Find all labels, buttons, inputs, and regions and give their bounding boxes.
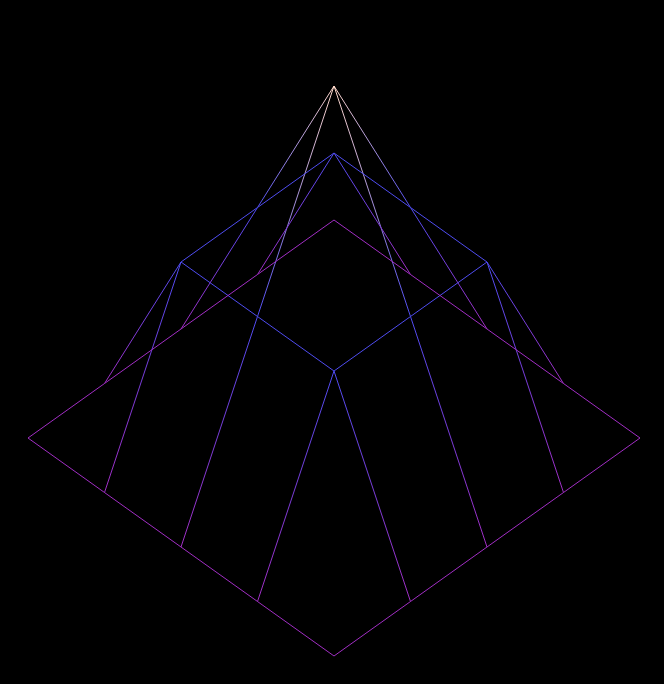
surface-edge bbox=[411, 208, 488, 330]
surface-edge bbox=[334, 220, 411, 275]
surface-edge bbox=[258, 86, 335, 208]
surface-edge bbox=[487, 329, 564, 384]
surface-edge bbox=[105, 262, 182, 493]
surface-edge bbox=[487, 262, 564, 493]
surface-edge bbox=[487, 493, 564, 548]
surface-edge bbox=[28, 384, 105, 439]
surface-edge bbox=[334, 153, 411, 208]
surface-edge bbox=[181, 262, 258, 317]
surface-edge bbox=[258, 220, 335, 275]
surface-edge bbox=[105, 493, 182, 548]
surface-edge bbox=[258, 371, 335, 602]
surface-edge bbox=[334, 371, 411, 602]
surface-edge bbox=[411, 547, 488, 602]
surface-edge bbox=[487, 262, 564, 384]
surface-edge bbox=[411, 262, 488, 317]
surface-edge bbox=[411, 275, 488, 330]
surface-edge bbox=[334, 602, 411, 657]
surface-edge bbox=[258, 153, 335, 275]
surface-edge bbox=[258, 153, 335, 208]
surface-edge bbox=[181, 547, 258, 602]
surface-edge bbox=[411, 317, 488, 548]
surface-edge bbox=[564, 384, 641, 439]
surface-edge bbox=[181, 317, 258, 548]
surface-edge bbox=[105, 262, 182, 384]
surface-edge bbox=[411, 208, 488, 263]
surface-edge bbox=[258, 602, 335, 657]
surface-edge bbox=[334, 86, 411, 317]
surface-edge bbox=[181, 275, 258, 330]
surface-edge bbox=[181, 208, 258, 263]
surface-edge bbox=[334, 317, 411, 372]
chart bbox=[0, 0, 664, 684]
surface-edge bbox=[334, 86, 411, 208]
surface-edge bbox=[258, 317, 335, 372]
surface-edge bbox=[564, 438, 641, 493]
surface-edge bbox=[105, 329, 182, 384]
surface-wireframe bbox=[28, 86, 640, 656]
surface-edge bbox=[181, 208, 258, 330]
background bbox=[0, 0, 664, 684]
surface-edge bbox=[334, 153, 411, 275]
surface-edge bbox=[28, 438, 105, 493]
surface-edge bbox=[258, 86, 335, 317]
